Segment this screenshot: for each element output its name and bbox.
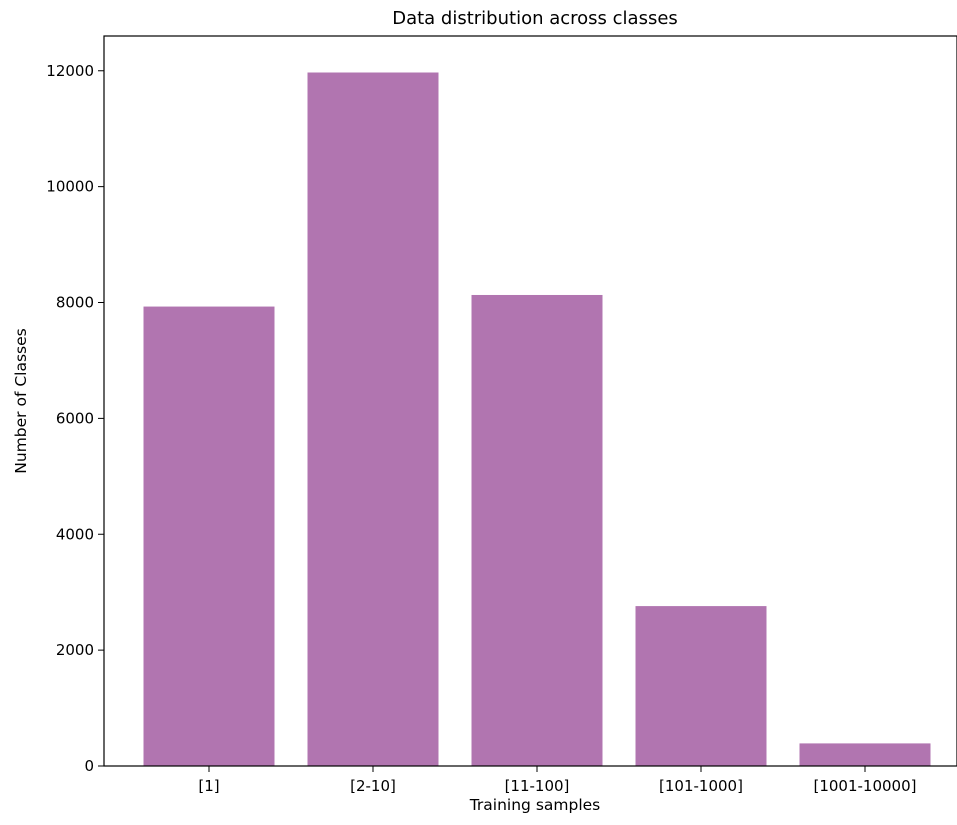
bar [143,306,275,766]
bars [143,72,931,766]
bar [471,294,603,766]
x-tick-label: [1] [198,777,219,795]
bar [635,606,767,766]
x-tick-label: [2-10] [350,777,396,795]
y-axis-label: Number of Classes [12,328,30,473]
plot-frame [103,35,957,767]
y-tick-label: 12000 [46,62,94,80]
bar [307,72,439,766]
y-tick-label: 2000 [56,641,94,659]
y-axis-ticks: 0 2000 4000 6000 8000 10000 12000 [46,62,104,775]
y-tick-label: 0 [84,757,94,775]
x-tick-label: [1001-10000] [813,777,916,795]
x-tick-label: [11-100] [505,777,570,795]
y-tick-label: 6000 [56,409,94,427]
y-tick-label: 8000 [56,294,94,312]
x-axis-ticks: [1] [2-10] [11-100] [101-1000] [1001-10000] [198,766,917,795]
bar [799,743,931,766]
x-tick-label: [101-1000] [659,777,743,795]
x-axis-label: Training samples [469,796,601,814]
y-tick-label: 4000 [56,525,94,543]
y-tick-label: 10000 [46,178,94,196]
chart-title: Data distribution across classes [392,8,678,29]
